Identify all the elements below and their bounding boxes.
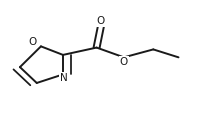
- Text: O: O: [97, 16, 105, 26]
- Text: O: O: [28, 37, 37, 47]
- Text: N: N: [60, 73, 68, 83]
- Text: O: O: [120, 57, 128, 67]
